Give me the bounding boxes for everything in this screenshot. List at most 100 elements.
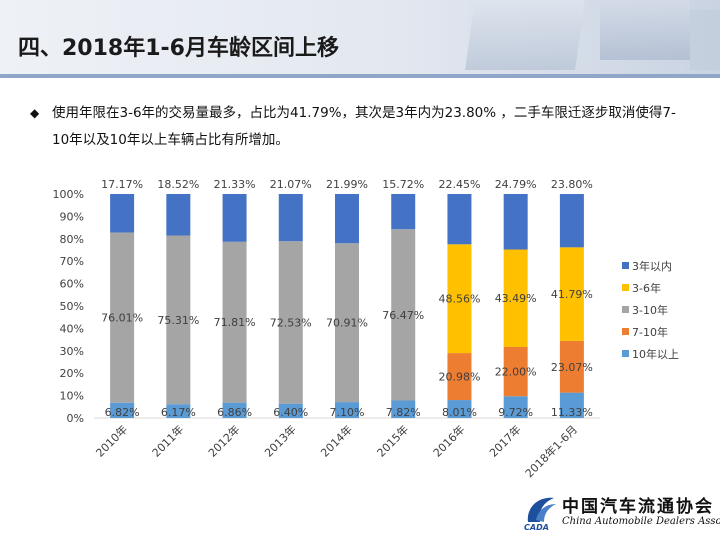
bar-segment-10年以上 <box>110 402 135 418</box>
y-tick-label: 10% <box>60 390 84 403</box>
bar-segment-10年以上 <box>391 400 416 418</box>
bar-segment-3-10年 <box>222 241 247 403</box>
bar-segment-10年以上 <box>278 403 303 418</box>
legend-swatch <box>622 350 629 357</box>
data-label: 75.31% <box>157 314 199 327</box>
data-label: 23.80% <box>551 178 593 191</box>
bar-segment-10年以上 <box>222 402 247 418</box>
x-tick-label: 2011年 <box>149 422 186 459</box>
bar-segment-3-10年 <box>335 243 359 403</box>
data-label: 24.79% <box>495 178 537 191</box>
y-tick-label: 80% <box>60 233 84 246</box>
x-tick-label: 2016年 <box>430 422 467 459</box>
data-label: 72.53% <box>270 316 312 329</box>
data-label: 21.33% <box>214 178 256 191</box>
data-label: 6.86% <box>217 406 252 419</box>
legend-swatch <box>622 284 629 291</box>
data-label: 70.91% <box>326 317 368 330</box>
bar-segment-10年以上 <box>503 396 528 418</box>
bar-segment-7-10年 <box>503 346 528 397</box>
x-tick-label: 2018年1-6月 <box>522 422 580 480</box>
bar-segment-3年以内 <box>166 194 191 236</box>
legend-swatch <box>622 262 629 269</box>
data-label: 76.01% <box>101 312 143 325</box>
data-label: 22.00% <box>495 366 537 379</box>
data-label: 76.47% <box>382 309 424 322</box>
x-tick-label: 2015年 <box>374 422 411 459</box>
legend-swatch <box>622 306 629 313</box>
y-tick-label: 50% <box>60 300 84 313</box>
data-label: 18.52% <box>157 178 199 191</box>
bar-segment-3年以内 <box>391 193 416 230</box>
legend-label: 7-10年 <box>632 325 668 339</box>
bar-segment-10年以上 <box>447 400 472 418</box>
bar-segment-3年以内 <box>447 194 472 245</box>
age-distribution-chart: 0% 10% 20% 30% 40% 50% 60% 70% 80% 90% 100% 6.82% 76… <box>53 178 679 480</box>
data-label: 21.99% <box>326 178 368 191</box>
y-tick-label: 60% <box>60 278 84 291</box>
association-name-en: China Automobile Dealers Association <box>562 516 720 527</box>
bar-segment-3-6年 <box>447 244 472 354</box>
data-label: 15.72% <box>382 178 424 191</box>
svg-text:CADA: CADA <box>524 523 549 532</box>
header-band <box>0 74 720 78</box>
data-label: 6.17% <box>161 406 196 419</box>
x-tick-label: 2017年 <box>486 422 523 459</box>
y-tick-label: 70% <box>60 255 84 268</box>
data-label: 17.17% <box>101 178 143 191</box>
y-tick-label: 40% <box>60 322 84 335</box>
bar-segment-3年以内 <box>559 194 584 248</box>
data-label: 71.81% <box>214 316 256 329</box>
bar-segment-10年以上 <box>335 402 359 418</box>
legend-swatch <box>622 328 629 335</box>
data-label: 21.07% <box>270 178 312 191</box>
data-label: 20.98% <box>438 371 480 384</box>
data-label: 6.82% <box>105 406 140 419</box>
data-label: 41.79% <box>551 288 593 301</box>
bar-segment-3年以内 <box>278 194 303 242</box>
y-tick-label: 100% <box>53 188 84 201</box>
x-tick-label: 2014年 <box>318 422 355 459</box>
header-decoration <box>690 10 720 70</box>
header-banner: 四、2018年1-6月车龄区间上移 <box>0 0 720 78</box>
bar-segment-7-10年 <box>559 340 584 393</box>
cada-logo: CADA 中国汽车流通协会 China Automobile Dealers A… <box>520 490 720 536</box>
data-label: 6.40% <box>273 406 308 419</box>
data-label: 48.56% <box>438 293 480 306</box>
bar-segment-3-10年 <box>166 235 191 405</box>
diamond-bullet-icon: ◆ <box>30 106 40 120</box>
bar-segment-10年以上 <box>166 404 191 418</box>
bar-segment-3年以内 <box>110 194 135 233</box>
cada-emblem-icon: CADA <box>524 497 556 532</box>
bar-segment-3-10年 <box>110 232 135 403</box>
page-title: 四、2018年1-6月车龄区间上移 <box>18 36 339 61</box>
data-label: 43.49% <box>495 292 537 305</box>
data-label: 8.01% <box>442 406 477 419</box>
legend-label: 10年以上 <box>632 347 679 361</box>
data-label: 9.72% <box>498 406 533 419</box>
y-tick-label: 30% <box>60 345 84 358</box>
bar-segment-3-6年 <box>559 247 584 341</box>
summary-bullet: ◆ 使用年限在3-6年的交易量最多，占比为41.79%，其次是3年内为23.80… <box>30 100 690 154</box>
data-label: 23.07% <box>551 361 593 374</box>
x-tick-label: 2013年 <box>261 422 298 459</box>
bar-segment-3-10年 <box>391 229 416 401</box>
association-name-cn: 中国汽车流通协会 <box>562 497 714 517</box>
legend-label: 3-10年 <box>632 303 668 317</box>
header-decoration <box>600 0 690 60</box>
bar-segment-3年以内 <box>222 194 247 242</box>
bar-segment-10年以上 <box>559 392 584 418</box>
y-tick-label: 0% <box>67 412 84 425</box>
y-tick-label: 90% <box>60 210 84 223</box>
x-tick-label: 2012年 <box>205 422 242 459</box>
header-decoration <box>465 0 585 70</box>
bar-segment-7-10年 <box>447 353 472 401</box>
data-label: 22.45% <box>438 178 480 191</box>
bar-segment-3年以内 <box>335 194 359 244</box>
data-label: 11.33% <box>551 406 593 419</box>
bar-segment-3-10年 <box>278 241 303 404</box>
bar-segment-3年以内 <box>503 194 528 250</box>
x-tick-label: 2010年 <box>93 422 130 459</box>
y-tick-label: 20% <box>60 367 84 380</box>
bar-segment-3-6年 <box>503 249 528 347</box>
